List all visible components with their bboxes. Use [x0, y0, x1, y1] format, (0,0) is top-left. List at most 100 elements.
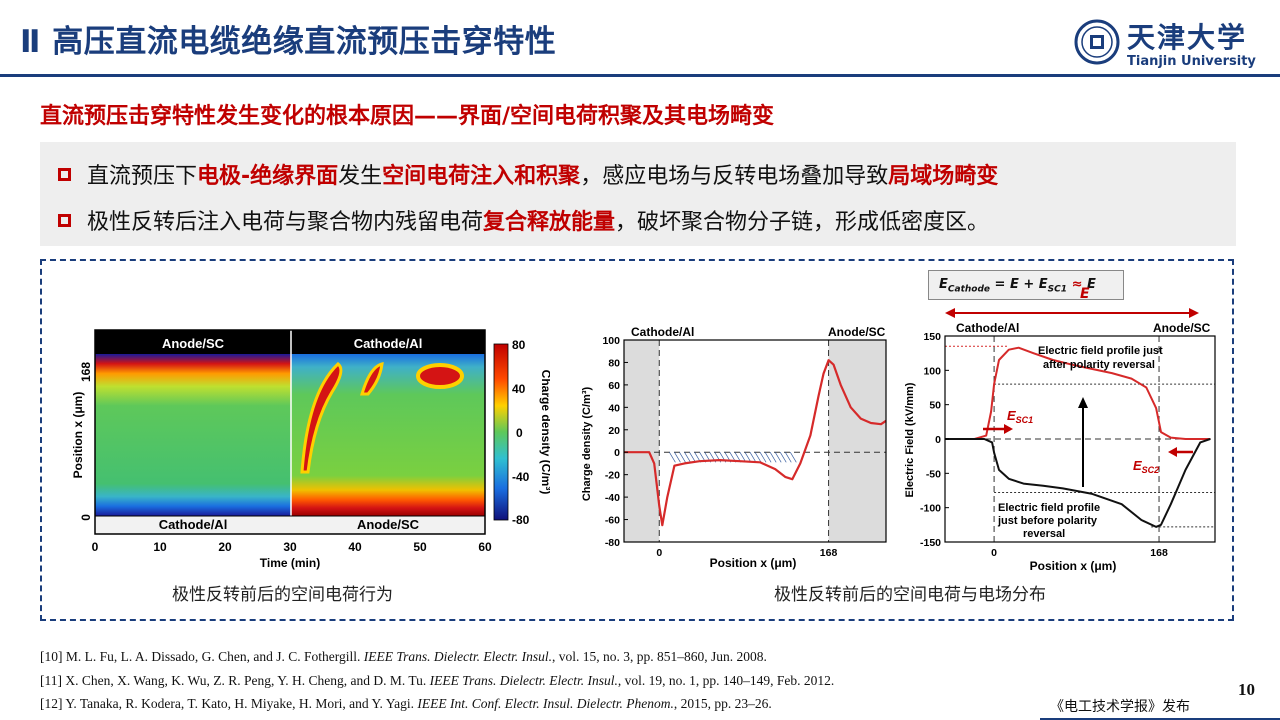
chart-top-label: Cathode/Al — [631, 325, 694, 339]
colorbar-tick: -80 — [512, 513, 530, 527]
chart-top-label: Anode/SC — [1153, 321, 1211, 335]
colorbar-tick: 0 — [516, 426, 523, 440]
ytick-label: 100 — [602, 335, 620, 347]
esc1-label: ESC1 — [1007, 408, 1033, 425]
hatch-mark — [759, 452, 767, 463]
heatmap-xticks: 0 10 20 30 40 50 60 — [92, 540, 492, 554]
field-profile-line — [945, 438, 1211, 528]
xtick-label: 168 — [1150, 547, 1168, 559]
colorbar-tick: 80 — [512, 338, 526, 352]
chart-top-label: Cathode/Al — [956, 321, 1019, 335]
reference-item: [11] X. Chen, X. Wang, K. Wu, Z. R. Peng… — [40, 672, 835, 688]
bullet-item: 极性反转后注入电荷与聚合物内残留电荷复合释放能量，破坏聚合物分子链，形成低密度区… — [58, 204, 989, 236]
bullet-panel: 直流预压下电极-绝缘界面发生空间电荷注入和积聚，感应电场与反转电场叠加导致局域场… — [40, 142, 1236, 246]
bullet-text: ，感应电场与反转电场叠加导致 — [580, 164, 889, 189]
chart-xlabel: Position x (μm) — [710, 556, 797, 570]
heatmap-bottom-label: Cathode/Al — [159, 517, 228, 532]
hatch-mark — [754, 452, 762, 463]
hatch-mark — [769, 452, 777, 463]
ytick-label: 50 — [929, 400, 941, 412]
hatch-mark — [669, 452, 676, 463]
ytick-label: 80 — [608, 357, 620, 369]
hatch-mark — [679, 452, 686, 463]
colorbar-tick: 40 — [512, 382, 526, 396]
plot-frame — [623, 339, 887, 543]
ytick-label: -60 — [605, 515, 620, 527]
chart-top-label: Anode/SC — [828, 325, 886, 339]
hatch-mark — [784, 452, 792, 463]
heatmap-top-label: Cathode/Al — [354, 336, 423, 351]
bullet-text: ，破坏聚合物分子链，形成低密度区。 — [615, 210, 990, 235]
hatch-mark — [779, 452, 787, 463]
reference-item: [12] Y. Tanaka, R. Kodera, T. Kato, H. M… — [40, 696, 772, 711]
field-profile-line — [945, 346, 1211, 440]
annotation-before-reversal: Electric field profile — [998, 502, 1100, 514]
hatch-mark — [749, 452, 757, 463]
figure-frame — [40, 259, 1234, 621]
colorbar-tick: -40 — [512, 470, 530, 484]
field-formula-e: E — [1080, 286, 1090, 302]
ytick-label: -100 — [920, 503, 941, 515]
seal-icon — [1074, 19, 1120, 65]
electrode-region — [828, 340, 886, 542]
hatch-mark — [764, 452, 772, 463]
charge-density-line — [624, 359, 887, 527]
bullet-text: 直流预压下 — [87, 164, 198, 189]
xtick-label: 0 — [991, 547, 997, 559]
ytick-label: 20 — [608, 425, 620, 437]
header-rule — [0, 74, 1280, 77]
esc2-label: ESC2 — [1133, 458, 1159, 475]
square-bullet-icon — [58, 168, 71, 181]
bullet-highlight: 空间电荷注入和积聚 — [382, 164, 581, 189]
right-figure-caption: 极性反转前后的空间电荷与电场分布 — [774, 585, 1046, 605]
annotation-before-reversal: reversal — [1023, 528, 1065, 540]
heatmap-xtick: 40 — [348, 540, 362, 554]
ytick-label: 0 — [935, 434, 941, 446]
chart-ylabel: Charge density (C/m³) — [581, 387, 593, 502]
bullet-highlight: 电极-绝缘界面 — [197, 164, 339, 189]
colorbar-label: Charge density (C/m³) — [539, 370, 550, 495]
ytick-label: -20 — [605, 470, 620, 482]
bullet-text: 发生 — [338, 164, 383, 189]
space-charge-heatmap: Anode/SC Cathode/Al Cathode/Al Anode/SC … — [71, 329, 550, 570]
chart-ylabel: Electric Field (kV/mm) — [904, 382, 916, 497]
reference-item: [10] M. L. Fu, L. A. Dissado, G. Chen, a… — [40, 649, 767, 664]
publisher-note: 《电工技术学报》发布 — [1050, 699, 1190, 715]
electric-field-chart: 150 100 50 0 -50 -100 -150 0 168 Cathode/Al Anod… — [904, 308, 1216, 573]
heatmap-xtick: 0 — [92, 540, 99, 554]
ytick-label: -150 — [920, 537, 941, 549]
heatmap-top-label: Anode/SC — [162, 336, 225, 351]
formula-box: ECathode = E + ESC1 ≈ E E — [928, 270, 1124, 302]
heatmap-ytick: 0 — [79, 514, 93, 521]
ytick-label: -50 — [926, 468, 941, 480]
heatmap-xtick: 50 — [413, 540, 427, 554]
bullet-item: 直流预压下电极-绝缘界面发生空间电荷注入和积聚，感应电场与反转电场叠加导致局域场… — [58, 158, 998, 190]
hatch-mark — [789, 452, 797, 463]
page-title: Ⅱ 高压直流电缆绝缘直流预压击穿特性 — [20, 24, 557, 60]
heatmap-xtick: 10 — [153, 540, 167, 554]
xtick-label: 168 — [820, 547, 838, 559]
heatmap-xtick: 30 — [283, 540, 297, 554]
chart-xlabel: Position x (μm) — [1030, 559, 1117, 573]
logo-chinese-name: 天津大学 — [1127, 21, 1248, 54]
annotation-after-reversal: after polarity reversal — [1043, 359, 1155, 371]
bullet-highlight: 局域场畸变 — [888, 164, 999, 189]
xtick-label: 0 — [656, 547, 662, 559]
heatmap-xtick: 20 — [218, 540, 232, 554]
hatch-mark — [744, 452, 752, 463]
hatch-mark — [774, 452, 782, 463]
electrode-region — [624, 340, 660, 542]
ytick-label: -80 — [605, 537, 620, 549]
annotation-before-reversal: just before polarity — [997, 515, 1098, 527]
ytick-label: 0 — [614, 447, 620, 459]
footer-rule — [1040, 718, 1280, 720]
heatmap-bottom-label: Anode/SC — [357, 517, 420, 532]
ytick-label: 100 — [923, 365, 941, 377]
ytick-label: -40 — [605, 492, 620, 504]
heatmap-xtick: 60 — [478, 540, 492, 554]
university-logo: 天津大学 Tianjin University — [1073, 12, 1268, 72]
section-subtitle: 直流预压击穿特性发生变化的根本原因——界面/空间电荷积聚及其电场畸变 — [40, 104, 775, 129]
hatch-mark — [674, 452, 681, 463]
heatmap-xlabel: Time (min) — [260, 556, 320, 570]
